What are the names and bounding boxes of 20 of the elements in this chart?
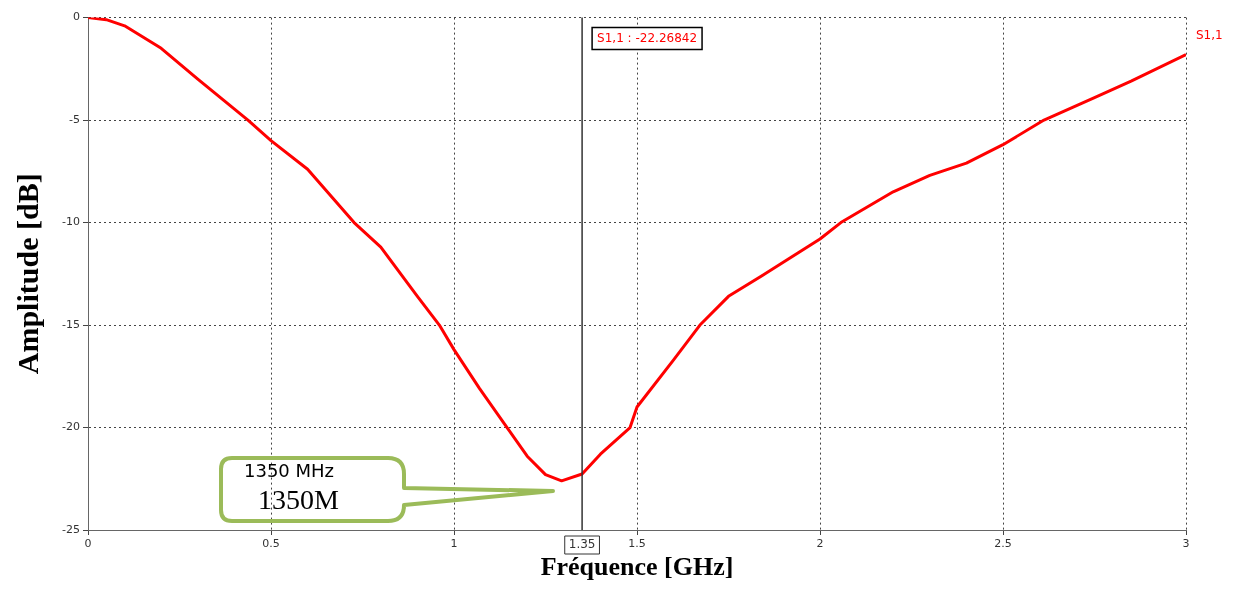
y-axis-title: Amplitude [dB] bbox=[10, 173, 44, 375]
y-tick-label: -10 bbox=[62, 215, 80, 229]
annotation: 1350 MHz bbox=[244, 460, 335, 481]
y-tick-label: 0 bbox=[73, 10, 80, 24]
x-tick-label: 0 bbox=[84, 537, 92, 551]
x-tick-label: 0.5 bbox=[262, 537, 280, 551]
annotation: S1,1 : -22.26842 bbox=[597, 30, 698, 45]
y-tick-label: -20 bbox=[62, 420, 80, 434]
annotation: 1350M bbox=[258, 484, 339, 516]
y-tick-label: -15 bbox=[62, 317, 80, 331]
y-tick-label: -5 bbox=[69, 112, 80, 126]
x-tick-label: 2 bbox=[816, 537, 824, 551]
series-label: S1,1 bbox=[1196, 27, 1223, 42]
y-tick-label: -25 bbox=[62, 522, 80, 536]
x-tick-label: 1.5 bbox=[628, 537, 646, 551]
x-tick-label: 2.5 bbox=[994, 537, 1012, 551]
x-axis-title: Fréquence [GHz] bbox=[540, 552, 734, 582]
ref-line-label: 1.35 bbox=[568, 537, 596, 552]
x-tick-label: 3 bbox=[1182, 537, 1190, 551]
x-tick-label: 1 bbox=[450, 537, 458, 551]
